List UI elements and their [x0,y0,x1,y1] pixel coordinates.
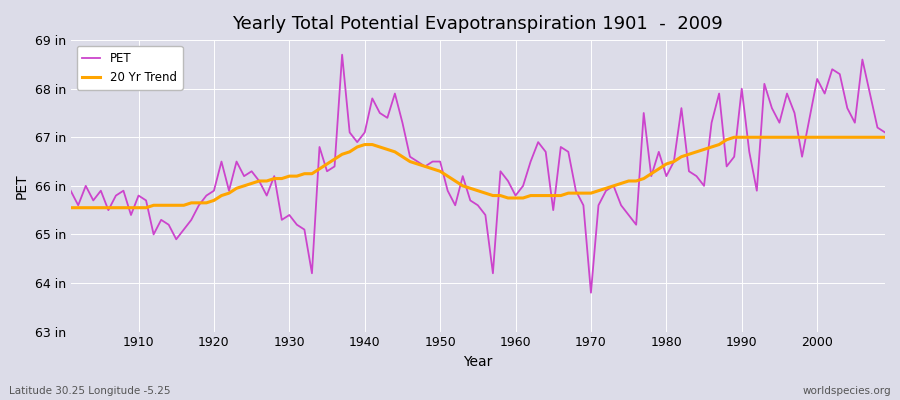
20 Yr Trend [126,205,137,210]
PET [510,193,521,198]
X-axis label: Year: Year [464,355,492,369]
20 Yr Trend [66,205,77,210]
PET [337,52,347,57]
PET [616,203,626,208]
20 Yr Trend [879,135,890,140]
Line: PET: PET [71,55,885,293]
Y-axis label: PET: PET [15,173,29,199]
Text: worldspecies.org: worldspecies.org [803,386,891,396]
PET [292,222,302,227]
PET [126,212,137,217]
20 Yr Trend [292,174,302,178]
PET [66,188,77,193]
Text: Latitude 30.25 Longitude -5.25: Latitude 30.25 Longitude -5.25 [9,386,170,396]
PET [518,184,528,188]
20 Yr Trend [729,135,740,140]
20 Yr Trend [510,196,521,200]
20 Yr Trend [502,196,513,200]
Line: 20 Yr Trend: 20 Yr Trend [71,137,885,208]
20 Yr Trend [600,186,611,191]
Title: Yearly Total Potential Evapotranspiration 1901  -  2009: Yearly Total Potential Evapotranspiratio… [232,15,724,33]
20 Yr Trend [337,152,347,157]
PET [345,130,356,135]
PET [879,130,890,135]
PET [586,290,597,295]
Legend: PET, 20 Yr Trend: PET, 20 Yr Trend [76,46,183,90]
